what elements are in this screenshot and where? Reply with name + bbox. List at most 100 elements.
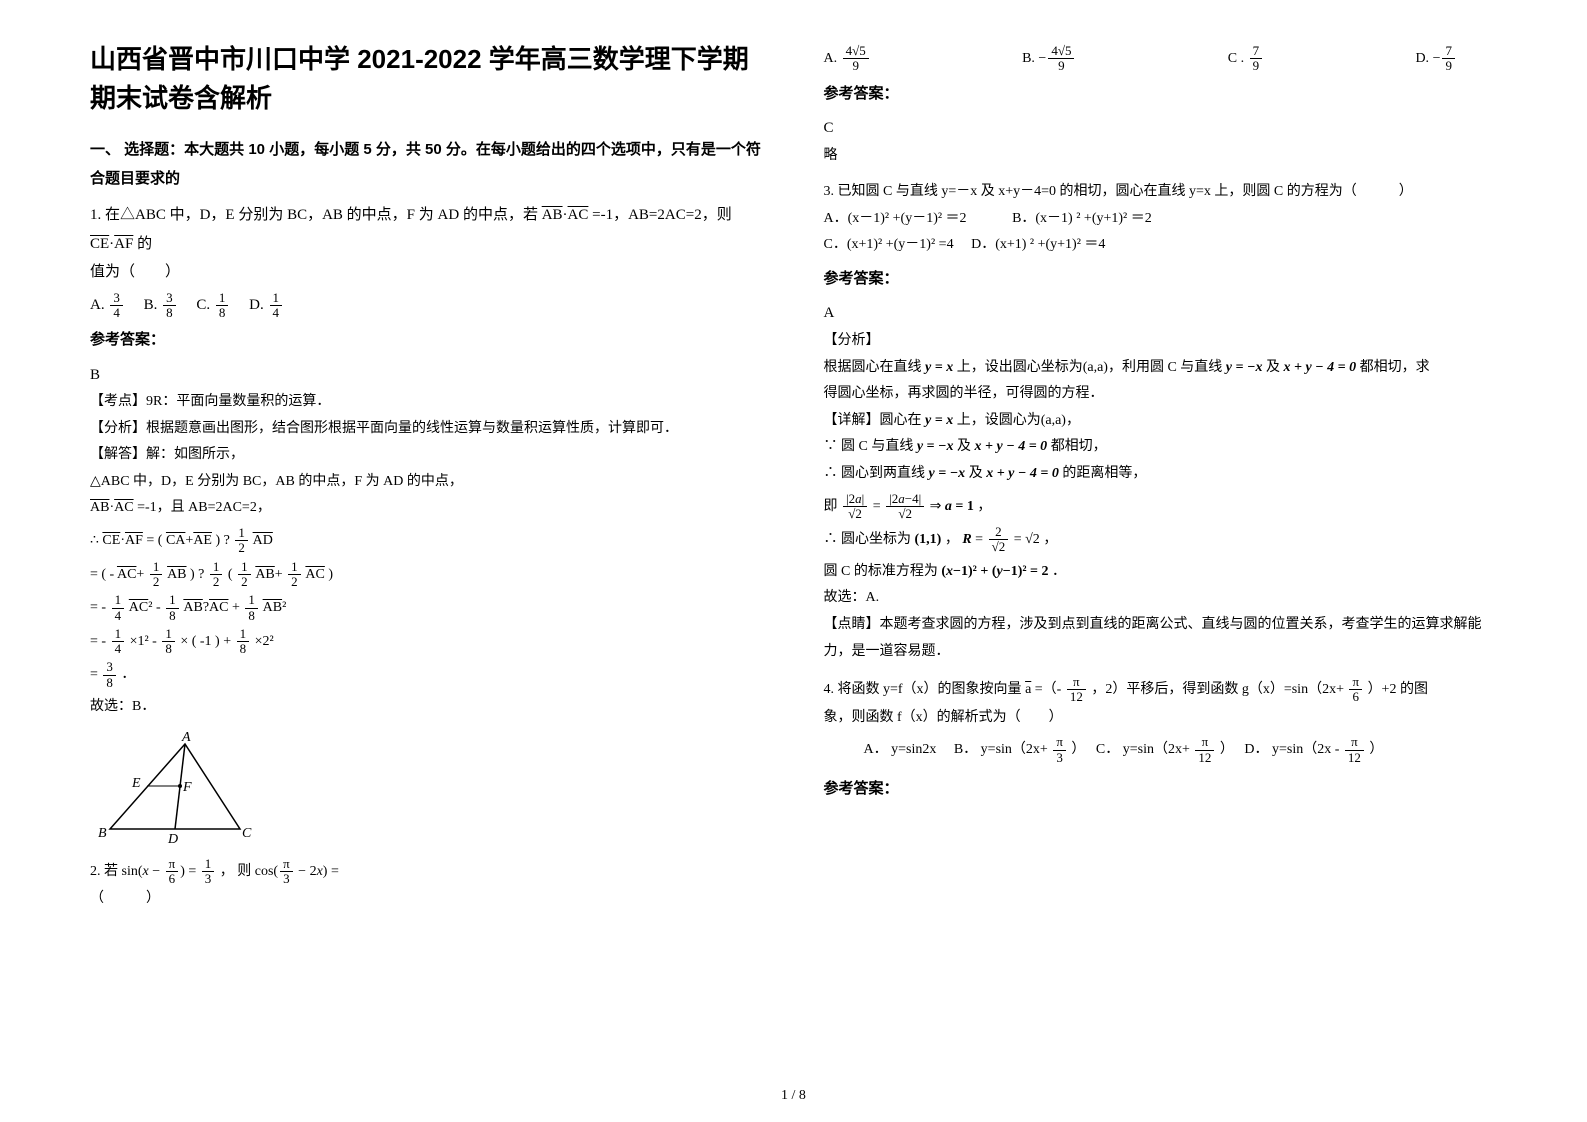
q1-ans: B xyxy=(90,361,764,390)
section-heading: 一、 选择题：本大题共 10 小题，每小题 5 分，共 50 分。在每小题给出的… xyxy=(90,136,764,193)
page-container: 山西省晋中市川口中学 2021-2022 学年高三数学理下学期期末试卷含解析 一… xyxy=(0,0,1587,1122)
q1-l2c: ( xyxy=(228,567,233,582)
q4-options: A． y=sin2x B． y=sin（2x+ π3 ） C． y=sin（2x… xyxy=(824,735,1498,765)
q4-se: 象，则函数 f（x）的解析式为（ ） xyxy=(824,705,1498,732)
q1-l5b: ． xyxy=(121,667,135,682)
vec-ad: AD xyxy=(253,533,273,548)
q1-text-a: 1. 在△ABC 中，D，E 分别为 BC，AB 的中点，F 为 AD 的中点，… xyxy=(90,207,538,223)
label-A: A xyxy=(181,730,191,745)
q1-ans-label: 参考答案： xyxy=(90,326,764,355)
q4oa: A． y=sin2x xyxy=(864,742,937,757)
q2-optD: D. −79 xyxy=(1415,44,1457,74)
q1-optC: C. xyxy=(196,297,210,313)
frac-1-8c: 18 xyxy=(245,593,258,623)
vec-af2: AF xyxy=(125,533,143,548)
right-column: A. 4√59 B. −4√59 C . 79 D. −79 参考答案： C 略… xyxy=(794,40,1528,1102)
q1-l3c: + xyxy=(232,600,240,615)
q1-p4: △ABC 中，D，E 分别为 BC，AB 的中点，F 为 AD 的中点， xyxy=(90,469,764,496)
label-B: B xyxy=(98,826,107,841)
frac-4r5-9a: 4√59 xyxy=(843,44,869,74)
q4ob: B． y=sin（2x+ xyxy=(954,742,1048,757)
q4sa: 4. 将函数 y=f（x）的图象按向量 xyxy=(824,682,1022,697)
left-column: 山西省晋中市川口中学 2021-2022 学年高三数学理下学期期末试卷含解析 一… xyxy=(60,40,794,1102)
q3p1b: 上，设出圆心坐标为(a,a)，利用圆 C 与直线 xyxy=(957,360,1223,375)
q1-p5-text: =-1，且 AB=2AC=2， xyxy=(137,500,271,515)
q3p3b: 上，设圆心为(a,a)， xyxy=(957,413,1080,428)
vec-ab4: AB xyxy=(255,567,274,582)
q1-l1a: ∴ xyxy=(90,533,99,548)
q2-optC: C . 79 xyxy=(1228,44,1264,74)
q3-row1: A．(x－1)² +(y－1)² ＝2 B．(x－1) ² +(y+1)² ＝2 xyxy=(824,206,1498,233)
q1-l1c: ) ? xyxy=(215,533,229,548)
vec-ac: AC xyxy=(568,207,589,223)
frac-1-8b: 18 xyxy=(166,593,179,623)
q3p4c: 都相切， xyxy=(1051,439,1107,454)
q3p5b: 及 xyxy=(969,466,983,481)
q3-row2: C．(x+1)² +(y－1)² =4 D．(x+1) ² +(y+1)² ＝4 xyxy=(824,232,1498,259)
q1-l2d: ) xyxy=(328,567,333,582)
q3-optB: B．(x－1) ² +(y+1)² ＝2 xyxy=(1012,211,1152,226)
frac-3-4: 34 xyxy=(110,291,123,321)
frac-pi-3: π3 xyxy=(280,857,293,887)
q1-l1b: = ( xyxy=(146,533,162,548)
q3-p9: 故选：A. xyxy=(824,585,1498,612)
label-E: E xyxy=(131,776,141,791)
q3-optD: D．(x+1) ² +(y+1)² ＝4 xyxy=(971,237,1105,252)
frac-1-3: 13 xyxy=(202,857,215,887)
q3p3a: 【详解】圆心在 xyxy=(824,413,922,428)
q1-p5: AB·AC =-1，且 AB=2AC=2， xyxy=(90,495,764,522)
frac-half-3: 12 xyxy=(210,560,223,590)
frac-half-1: 12 xyxy=(235,526,248,556)
vec-ac5: AC xyxy=(129,600,148,615)
q3p5a: ∴ 圆心到两直线 xyxy=(824,466,926,481)
frac-1-4: 14 xyxy=(270,291,283,321)
q2-optA: A. 4√59 xyxy=(824,44,871,74)
q1-l4a: = - xyxy=(90,634,106,649)
q2oa: A. xyxy=(824,51,838,66)
q3-optC: C．(x+1)² +(y－1)² =4 xyxy=(824,237,954,252)
vec-a: a xyxy=(1025,682,1031,697)
vec-ab6: AB xyxy=(263,600,282,615)
frac-pi-6: π6 xyxy=(166,857,179,887)
page-number: 1 / 8 xyxy=(0,1088,1587,1104)
triangle-figure: A B C D E F xyxy=(90,729,260,849)
frac-pi-12: π12 xyxy=(1067,675,1086,705)
vec-ac3: AC xyxy=(117,567,136,582)
frac-half-2: 12 xyxy=(150,560,163,590)
q4oc: C． y=sin（2x+ xyxy=(1096,742,1190,757)
label-C: C xyxy=(242,826,252,841)
q3-p7: ∴ 圆心坐标为 (1,1) ， R = 2√2 = √2 ， xyxy=(824,525,1498,555)
frac-3-8: 38 xyxy=(163,291,176,321)
frac-7-9b: 79 xyxy=(1442,44,1455,74)
q3p5c: 的距离相等， xyxy=(1062,466,1146,481)
q2-options: A. 4√59 B. −4√59 C . 79 D. −79 xyxy=(824,44,1498,74)
q3-p4: ∵ 圆 C 与直线 y = −x 及 x + y − 4 = 0 都相切， xyxy=(824,434,1498,461)
q3p6b: ， xyxy=(977,499,991,514)
q2-sa: 2. 若 xyxy=(90,864,118,879)
label-F: F xyxy=(182,780,192,795)
frac-half-4: 12 xyxy=(238,560,251,590)
vec-ab3: AB xyxy=(167,567,186,582)
q1-l5a: = xyxy=(90,667,98,682)
q1-l4c: × ( -1 ) + xyxy=(180,634,231,649)
vec-ab5: AB xyxy=(183,600,202,615)
q1-p2: 【分析】根据题意画出图形，结合图形根据平面向量的线性运算与数量积运算性质，计算即… xyxy=(90,416,764,443)
vec-ce: CE xyxy=(90,236,109,252)
q3-optA: A．(x－1)² +(y－1)² ＝2 xyxy=(824,211,967,226)
frac-3-8b: 38 xyxy=(103,660,116,690)
q1-line3: = - 14 AC² - 18 AB?AC + 18 AB² xyxy=(90,593,764,623)
q3p7a: ∴ 圆心坐标为 xyxy=(824,532,912,547)
q3-p8: 圆 C 的标准方程为 (x−1)² + (y−1)² = 2 ． xyxy=(824,559,1498,586)
frac-2-r2: 2√2 xyxy=(989,525,1009,555)
q2-sc: （ ） xyxy=(90,886,764,913)
q3-p3: 【详解】圆心在 y = x 上，设圆心为(a,a)， xyxy=(824,408,1498,435)
q2-ans-label: 参考答案： xyxy=(824,80,1498,109)
q3-ans: A xyxy=(824,299,1498,328)
q4-stem: 4. 将函数 y=f（x）的图象按向量 a =（- π12 ，2）平移后，得到函… xyxy=(824,675,1498,705)
frac-half-5: 12 xyxy=(288,560,301,590)
q3p1d: 都相切，求 xyxy=(1360,360,1430,375)
q1-stem: 1. 在△ABC 中，D，E 分别为 BC，AB 的中点，F 为 AD 的中点，… xyxy=(90,201,764,258)
q1-l2b: ) ? xyxy=(190,567,204,582)
vec-af: AF xyxy=(114,236,133,252)
q2-stem: 2. 若 sin(x − π6) = 13 ， 则 cos(π3 − 2x) = xyxy=(90,857,764,887)
